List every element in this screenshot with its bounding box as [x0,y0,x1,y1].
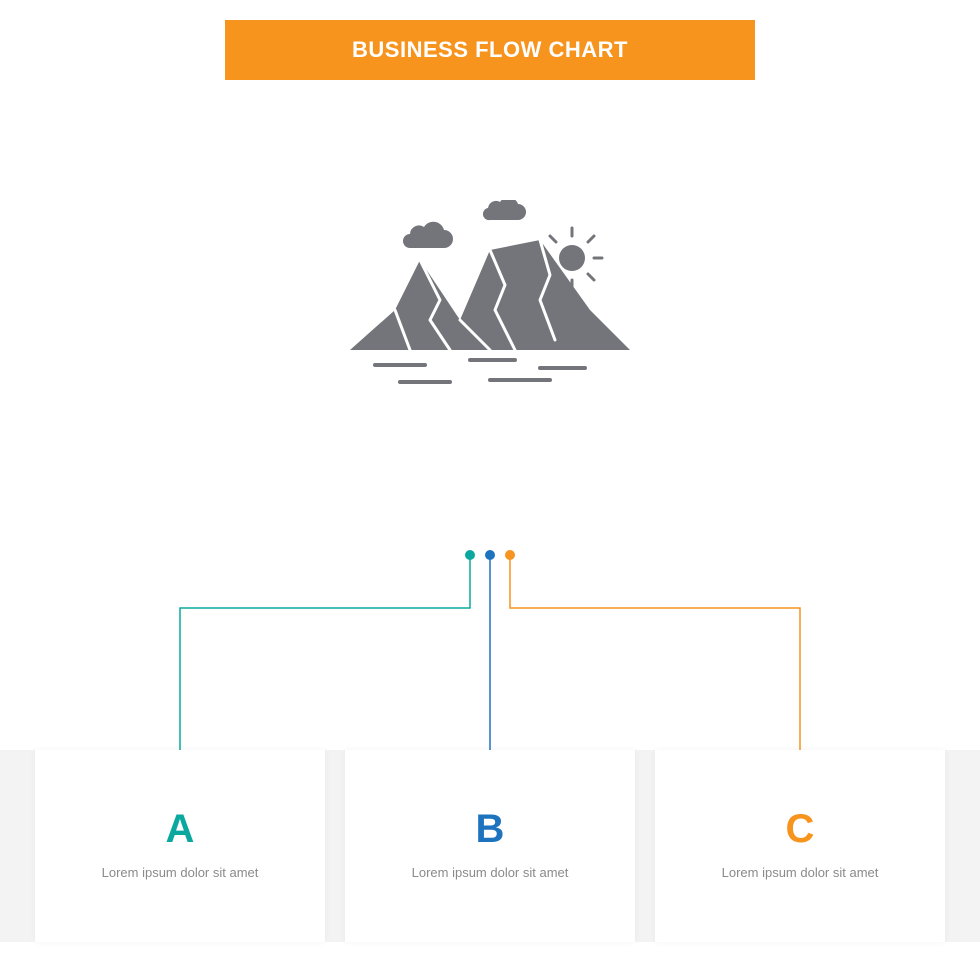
panel-desc: Lorem ipsum dolor sit amet [102,863,259,883]
connector-dot-b [485,550,495,560]
panel-desc: Lorem ipsum dolor sit amet [722,863,879,883]
panel-a: A Lorem ipsum dolor sit amet [35,750,325,942]
panel-letter: B [476,809,505,849]
connector-dot-a [465,550,475,560]
canvas: BUSINESS FLOW CHART [0,0,980,980]
mountain-sun-icon [340,200,640,400]
panel-desc: Lorem ipsum dolor sit amet [412,863,569,883]
title-bar: BUSINESS FLOW CHART [225,20,755,80]
panel-letter: C [786,809,815,849]
panel-b: B Lorem ipsum dolor sit amet [345,750,635,942]
panel-c: C Lorem ipsum dolor sit amet [655,750,945,942]
panel-letter: A [166,809,195,849]
connector-dot-c [505,550,515,560]
